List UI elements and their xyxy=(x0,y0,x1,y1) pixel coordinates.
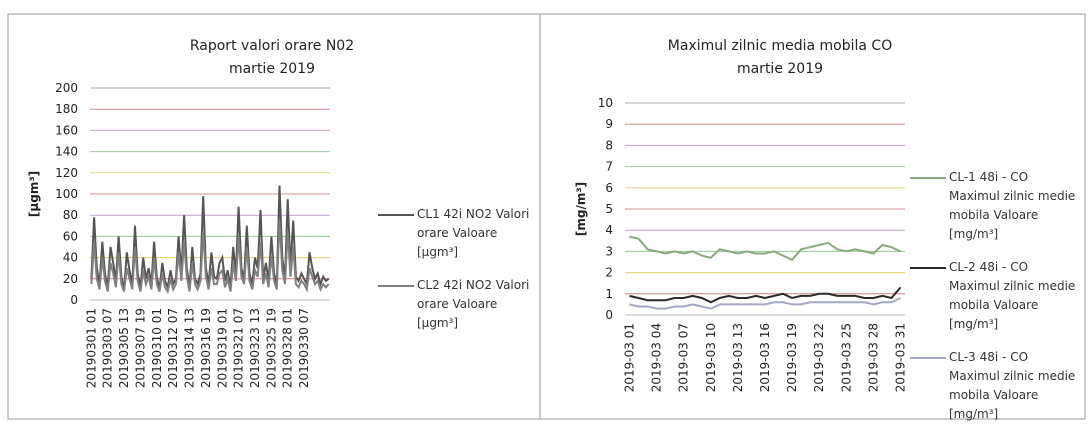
data-line xyxy=(90,185,330,291)
x-tick-label: 20190301 01 xyxy=(84,308,98,388)
y-tick-label: 80 xyxy=(63,208,78,222)
x-tick-label: 20190328 01 xyxy=(281,308,295,388)
x-tick-label: 20190319 01 xyxy=(215,308,229,388)
y-axis-label: [mg/m³] xyxy=(574,182,588,236)
x-tick-label: 20190323 13 xyxy=(248,308,262,388)
x-tick-label: 20190305 13 xyxy=(117,308,131,388)
y-tick-label: 1 xyxy=(605,287,613,301)
legend: CL1 42i NO2 Valori orare Valoare [µgm³] C… xyxy=(378,205,530,347)
y-tick-label: 40 xyxy=(63,251,78,265)
legend-swatch xyxy=(910,177,946,179)
y-tick-label: 160 xyxy=(55,123,78,137)
legend-entry: CL1 42i NO2 Valori orare Valoare [µgm³] xyxy=(378,205,530,262)
legend-entry: CL2 42i NO2 Valori orare Valoare [µgm³] xyxy=(378,276,530,333)
data-line xyxy=(90,220,330,295)
y-tick-label: 10 xyxy=(598,96,613,110)
x-tick-label: 20190312 07 xyxy=(166,308,180,388)
legend-label: CL-3 48i - CO Maximul zilnic medie mobil… xyxy=(949,350,1076,421)
y-tick-label: 8 xyxy=(605,138,613,152)
y-tick-label: 140 xyxy=(55,145,78,159)
x-tick-label: 2019-03 04 xyxy=(650,323,664,392)
legend-entry: CL-1 48i - CO Maximul zilnic medie mobil… xyxy=(910,168,1080,244)
y-tick-label: 6 xyxy=(605,181,613,195)
legend-entry: CL-3 48i - CO Maximul zilnic medie mobil… xyxy=(910,348,1080,424)
x-tick-label: 2019-03 19 xyxy=(785,323,799,392)
y-tick-label: 0 xyxy=(605,308,613,322)
y-tick-label: 60 xyxy=(63,229,78,243)
x-tick-label: 20190310 01 xyxy=(150,308,164,388)
x-tick-label: 20190321 07 xyxy=(232,308,246,388)
x-tick-label: 2019-03 31 xyxy=(893,323,907,392)
x-tick-label: 2019-03 25 xyxy=(839,323,853,392)
data-line xyxy=(629,297,901,310)
legend-label: CL-2 48i - CO Maximul zilnic medie mobil… xyxy=(949,260,1076,331)
x-tick-label: 2019-03 10 xyxy=(704,323,718,392)
legend-swatch xyxy=(378,285,414,287)
y-axis-label: [µgm³] xyxy=(27,171,41,217)
y-tick-label: 20 xyxy=(63,272,78,286)
x-tick-label: 20190314 13 xyxy=(183,308,197,388)
x-tick-label: 2019-03 07 xyxy=(677,323,691,392)
chart-title: Raport valori orare N02 xyxy=(190,38,354,54)
x-tick-label: 2019-03 13 xyxy=(731,323,745,392)
legend-label: CL2 42i NO2 Valori orare Valoare [µgm³] xyxy=(417,278,530,330)
y-tick-label: 9 xyxy=(605,117,613,131)
y-tick-label: 4 xyxy=(605,223,613,237)
y-tick-label: 100 xyxy=(55,187,78,201)
legend-entry: CL-2 48i - CO Maximul zilnic medie mobil… xyxy=(910,258,1080,334)
x-tick-label: 2019-03 01 xyxy=(623,323,637,392)
chart-subtitle: martie 2019 xyxy=(229,61,315,77)
data-line xyxy=(629,235,901,262)
legend-swatch xyxy=(378,214,414,216)
x-tick-label: 20190307 19 xyxy=(133,308,147,388)
panel-border xyxy=(539,13,1086,420)
page: {"chart_data": [ {"type": "line", "title… xyxy=(7,13,1086,421)
y-tick-label: 5 xyxy=(605,202,613,216)
legend-label: CL-1 48i - CO Maximul zilnic medie mobil… xyxy=(949,170,1076,241)
y-tick-label: 2 xyxy=(605,266,613,280)
data-line xyxy=(629,286,902,304)
x-tick-label: 2019-03 16 xyxy=(758,323,772,392)
chart-title: Maximul zilnic media mobila CO xyxy=(668,38,892,54)
y-tick-label: 0 xyxy=(70,293,78,307)
x-tick-label: 20190303 07 xyxy=(101,308,115,388)
legend: CL-1 48i - CO Maximul zilnic medie mobil… xyxy=(910,168,1080,438)
y-tick-label: 180 xyxy=(55,102,78,116)
y-tick-label: 7 xyxy=(605,160,613,174)
legend-swatch xyxy=(910,357,946,359)
y-tick-label: 3 xyxy=(605,244,613,258)
chart-subtitle: martie 2019 xyxy=(737,61,823,77)
chart-area: Raport valori orare N02 martie 2019 [µgm³]… xyxy=(7,13,1086,420)
x-tick-label: 2019-03 28 xyxy=(866,323,880,392)
legend-label: CL1 42i NO2 Valori orare Valoare [µgm³] xyxy=(417,207,530,259)
y-tick-label: 200 xyxy=(55,81,78,95)
legend-swatch xyxy=(910,267,946,269)
y-tick-label: 120 xyxy=(55,166,78,180)
x-tick-label: 20190316 19 xyxy=(199,308,213,388)
x-tick-label: 20190325 19 xyxy=(264,308,278,388)
x-tick-label: 2019-03 22 xyxy=(812,323,826,392)
x-tick-label: 20190330 07 xyxy=(297,308,311,388)
